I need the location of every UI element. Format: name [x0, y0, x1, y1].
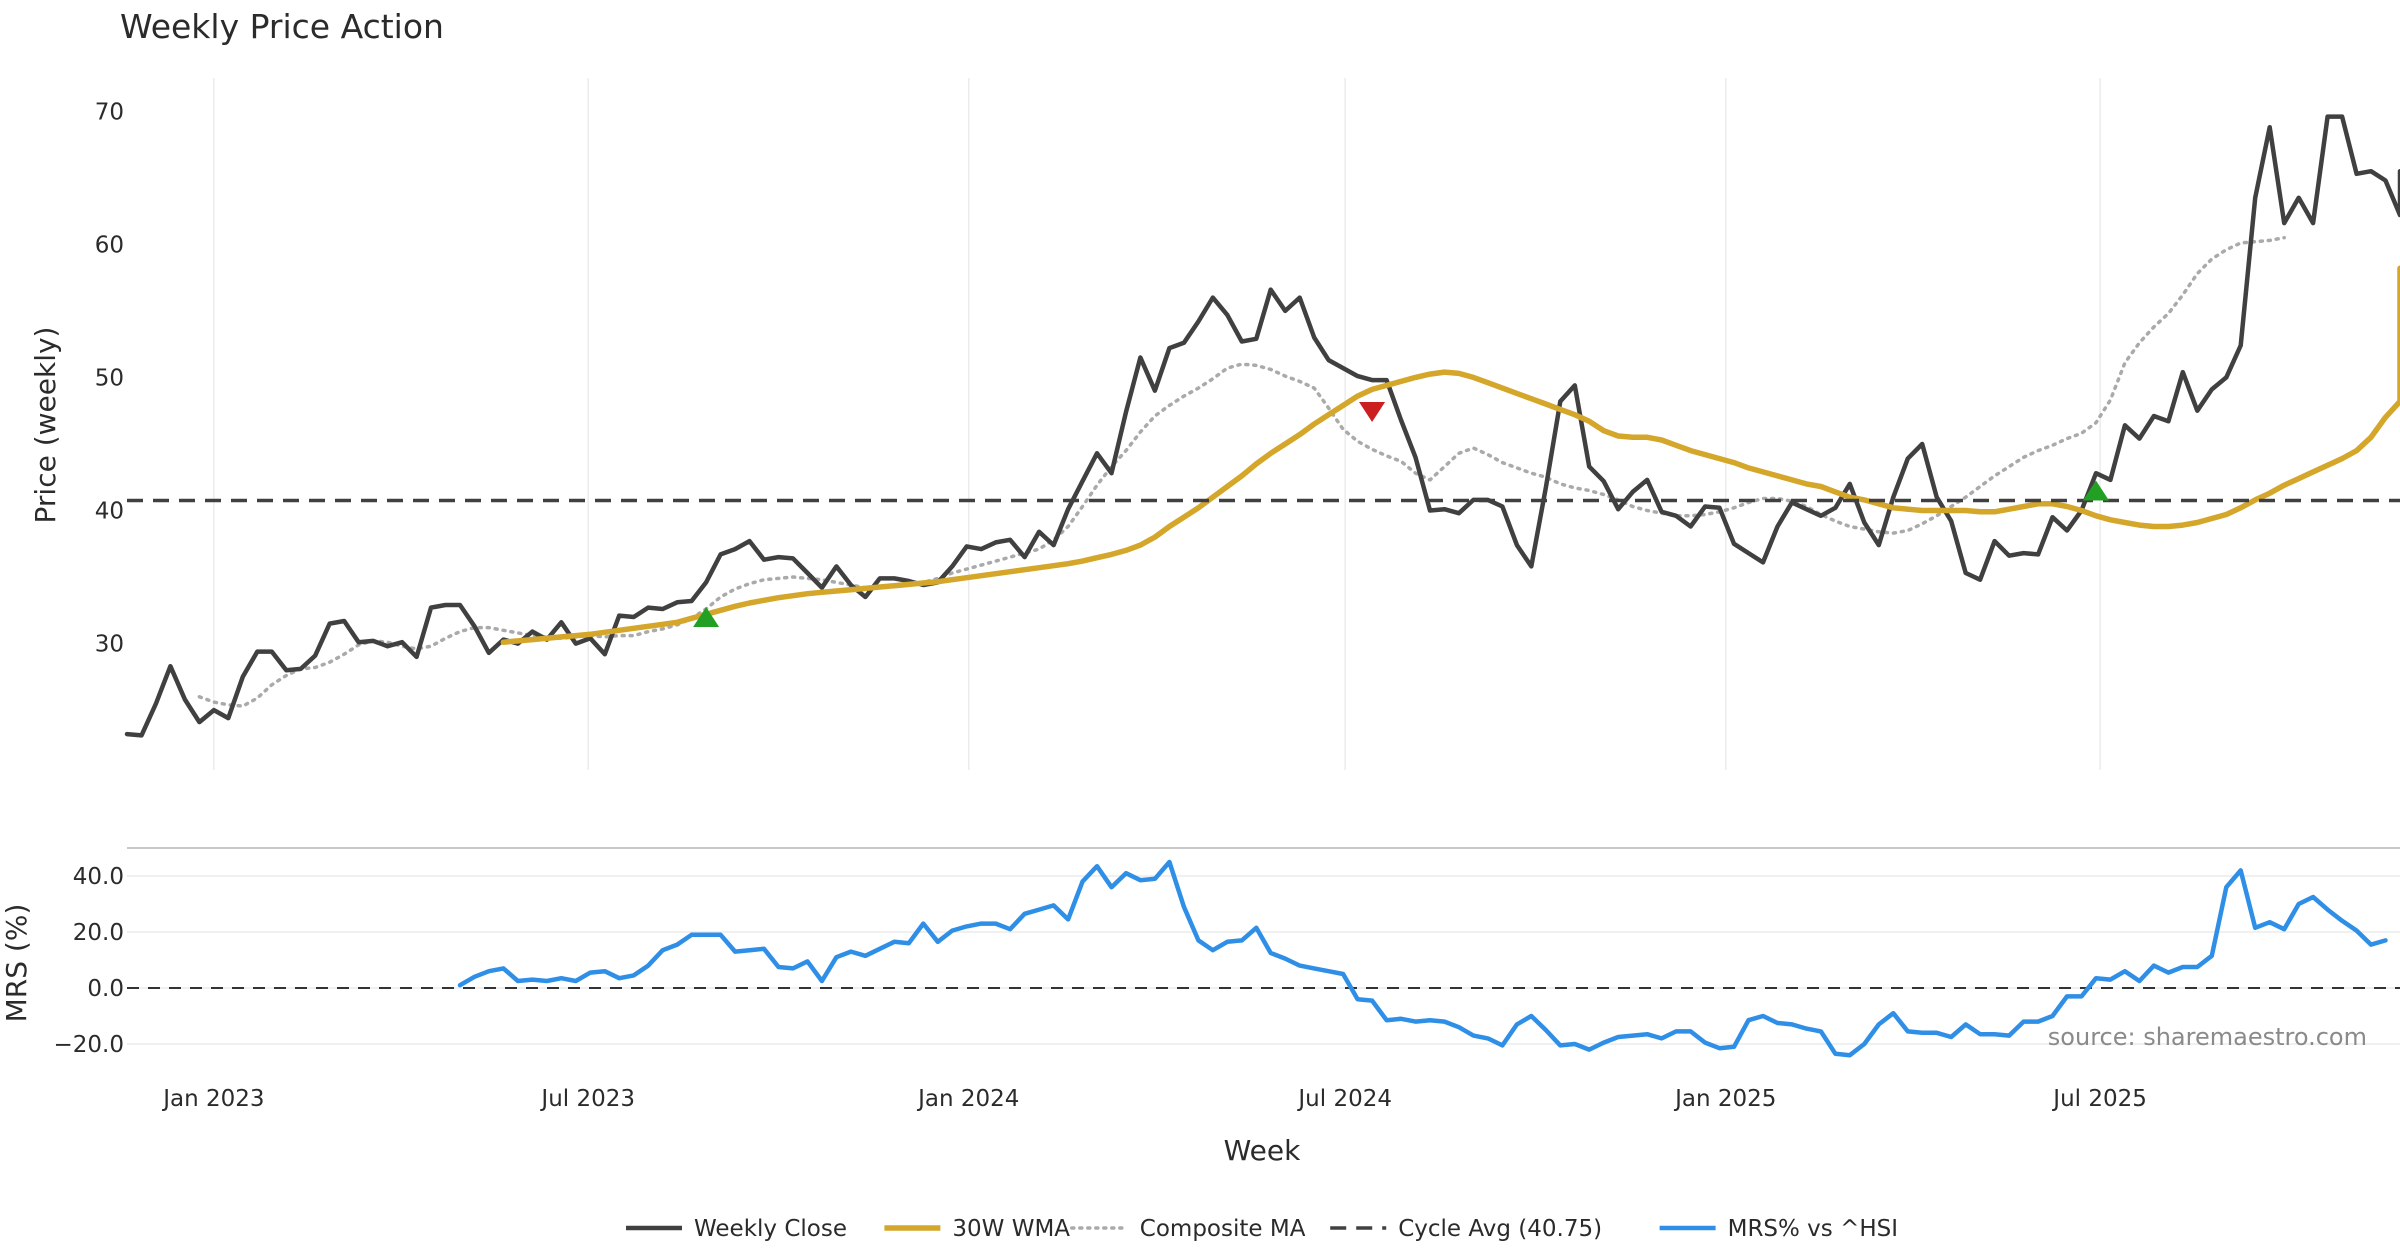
- x-tick-label: Jan 2025: [1673, 1086, 1776, 1112]
- price-y-axis-title: Price (weekly): [29, 327, 62, 524]
- x-axis-title: Week: [1224, 1134, 1301, 1167]
- x-tick-label: Jul 2023: [539, 1086, 635, 1112]
- price-y-tick-label: 30: [95, 632, 124, 658]
- close-line: [124, 114, 2400, 738]
- price-series: [124, 114, 2400, 738]
- legend-item-cycle: Cycle Avg (40.75): [1330, 1216, 1602, 1242]
- price-grid: [213, 78, 2101, 770]
- wma-line: [500, 265, 2400, 645]
- x-tick-label: Jan 2023: [161, 1086, 264, 1112]
- legend: Weekly Close 30W WMA Composite MA Cycle Avg…: [626, 1216, 1898, 1242]
- composite-line: [197, 235, 2286, 708]
- price-y-axis: 30 40 50 60 70: [95, 99, 124, 657]
- mrs-line: [457, 859, 2388, 1058]
- buy-signal-marker: [2082, 480, 2109, 501]
- price-y-tick-label: 70: [95, 99, 124, 125]
- price-y-tick-label: 40: [95, 499, 124, 525]
- x-tick-label: Jul 2025: [2051, 1086, 2147, 1112]
- legend-item-composite: Composite MA: [1070, 1216, 1306, 1242]
- price-y-tick-label: 60: [95, 232, 124, 258]
- mrs-y-tick-label: 40.0: [73, 864, 124, 890]
- mrs-grid: [127, 847, 2400, 1045]
- mrs-y-axis-title: MRS (%): [0, 904, 33, 1023]
- mrs-y-tick-label: 0.0: [87, 976, 124, 1002]
- x-tick-label: Jul 2024: [1296, 1086, 1392, 1112]
- mrs-y-tick-label: 20.0: [73, 920, 124, 946]
- chart-title: Weekly Price Action: [120, 7, 444, 46]
- legend-item-close: Weekly Close: [626, 1216, 847, 1242]
- legend-label: Weekly Close: [694, 1216, 847, 1242]
- x-tick-label: Jan 2024: [916, 1086, 1019, 1112]
- legend-item-wma: 30W WMA: [884, 1216, 1070, 1242]
- legend-label: 30W WMA: [952, 1216, 1070, 1242]
- legend-label: Cycle Avg (40.75): [1398, 1216, 1602, 1242]
- legend-label: MRS% vs ^HSI: [1728, 1216, 1898, 1242]
- legend-label: Composite MA: [1140, 1216, 1306, 1242]
- buy-signal-marker: [693, 606, 720, 627]
- sell-signal-marker: [1359, 402, 1386, 423]
- legend-item-mrs: MRS% vs ^HSI: [1659, 1216, 1898, 1242]
- mrs-y-axis: 40.0 20.0 0.0 −20.0: [54, 864, 124, 1058]
- source-note: source: sharemaestro.com: [2048, 1023, 2367, 1051]
- mrs-y-tick-label: −20.0: [54, 1032, 124, 1058]
- price-y-tick-label: 50: [95, 365, 124, 391]
- x-axis: Jan 2023 Jul 2023 Jan 2024 Jul 2024 Jan 2025…: [161, 1086, 2147, 1112]
- mrs-series: [457, 859, 2388, 1058]
- signal-markers: [693, 402, 2109, 627]
